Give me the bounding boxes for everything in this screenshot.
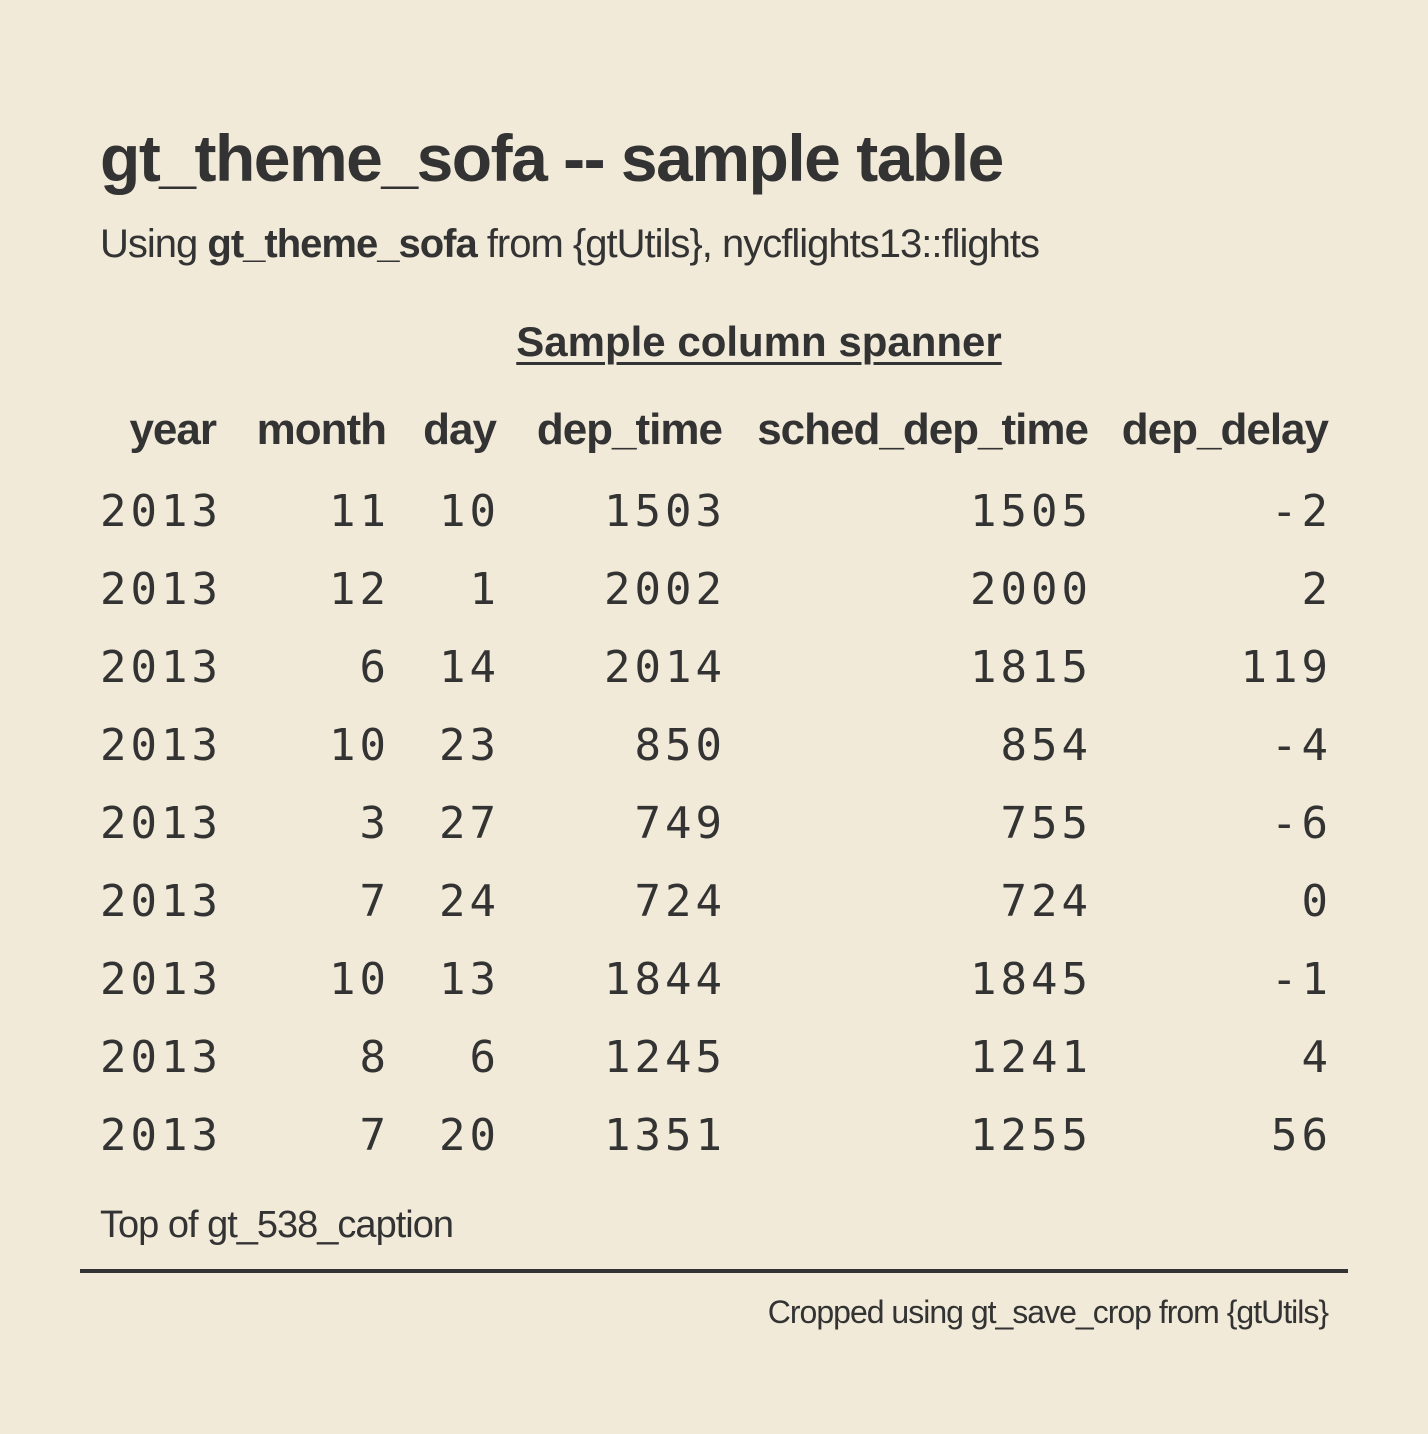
cell-dep-time: 1844: [604, 954, 726, 1005]
cell-month: 3: [359, 798, 390, 849]
cell-month: 12: [329, 564, 390, 615]
column-header-month: month: [256, 405, 387, 454]
cell-year: 2013: [100, 720, 222, 771]
cell-dep-delay: 0: [1301, 876, 1332, 927]
cell-dep-time: 2014: [604, 642, 726, 693]
cell-dep-delay: 2: [1301, 564, 1332, 615]
cell-year: 2013: [100, 1032, 222, 1083]
cell-sched-dep-time: 2000: [970, 564, 1092, 615]
cell-sched-dep-time: 1241: [970, 1032, 1092, 1083]
cell-year: 2013: [100, 798, 222, 849]
cell-month: 11: [329, 486, 390, 537]
cell-day: 20: [439, 1110, 500, 1161]
subtitle-suffix: from {gtUtils}, nycflights13::flights: [476, 222, 1040, 266]
cell-dep-time: 1245: [604, 1032, 726, 1083]
cell-year: 2013: [100, 564, 222, 615]
column-header-year: year: [129, 405, 217, 454]
table-caption: Top of gt_538_caption: [100, 1204, 454, 1246]
cell-dep-time: 724: [634, 876, 726, 927]
cell-year: 2013: [100, 486, 222, 537]
cell-month: 6: [359, 642, 390, 693]
cell-dep-delay: -2: [1271, 486, 1332, 537]
cell-year: 2013: [100, 876, 222, 927]
cell-sched-dep-time: 724: [1000, 876, 1092, 927]
cell-month: 7: [359, 1110, 390, 1161]
cell-dep-time: 1351: [604, 1110, 726, 1161]
cell-sched-dep-time: 1505: [970, 486, 1092, 537]
cell-dep-time: 1503: [604, 486, 726, 537]
cell-day: 24: [439, 876, 500, 927]
subtitle-prefix: Using: [100, 222, 208, 266]
cell-day: 23: [439, 720, 500, 771]
cell-dep-delay: 56: [1271, 1110, 1332, 1161]
cell-dep-time: 749: [634, 798, 726, 849]
cell-day: 27: [439, 798, 500, 849]
cell-dep-time: 2002: [604, 564, 726, 615]
subtitle-bold: gt_theme_sofa: [207, 222, 477, 266]
cell-sched-dep-time: 755: [1000, 798, 1092, 849]
cell-month: 8: [359, 1032, 390, 1083]
cell-year: 2013: [100, 642, 222, 693]
table-title: gt_theme_sofa -- sample table: [100, 121, 1004, 195]
column-header-dep-delay: dep_delay: [1121, 405, 1329, 454]
table-subtitle: Using gt_theme_sofa from {gtUtils}, nycf…: [100, 218, 1040, 270]
cell-month: 10: [329, 954, 390, 1005]
footer-divider: [80, 1269, 1348, 1273]
cell-dep-time: 850: [634, 720, 726, 771]
cell-sched-dep-time: 1255: [970, 1110, 1092, 1161]
cell-sched-dep-time: 1845: [970, 954, 1092, 1005]
cell-sched-dep-time: 854: [1000, 720, 1092, 771]
cell-year: 2013: [100, 954, 222, 1005]
column-spanner: Sample column spanner: [516, 318, 1002, 365]
cell-year: 2013: [100, 1110, 222, 1161]
cell-dep-delay: -6: [1271, 798, 1332, 849]
cell-dep-delay: 119: [1240, 642, 1332, 693]
cell-dep-delay: -1: [1271, 954, 1332, 1005]
column-header-dep-time: dep_time: [536, 405, 723, 454]
cell-sched-dep-time: 1815: [970, 642, 1092, 693]
source-note: Cropped using gt_save_crop from {gtUtils…: [767, 1294, 1329, 1330]
cell-day: 1: [469, 564, 500, 615]
cell-day: 13: [439, 954, 500, 1005]
cell-dep-delay: 4: [1301, 1032, 1332, 1083]
cell-day: 6: [469, 1032, 500, 1083]
cell-month: 10: [329, 720, 390, 771]
cell-day: 10: [439, 486, 500, 537]
cell-dep-delay: -4: [1271, 720, 1332, 771]
cell-month: 7: [359, 876, 390, 927]
cell-day: 14: [439, 642, 500, 693]
column-header-day: day: [423, 405, 497, 454]
column-header-sched-dep-time: sched_dep_time: [757, 405, 1089, 454]
